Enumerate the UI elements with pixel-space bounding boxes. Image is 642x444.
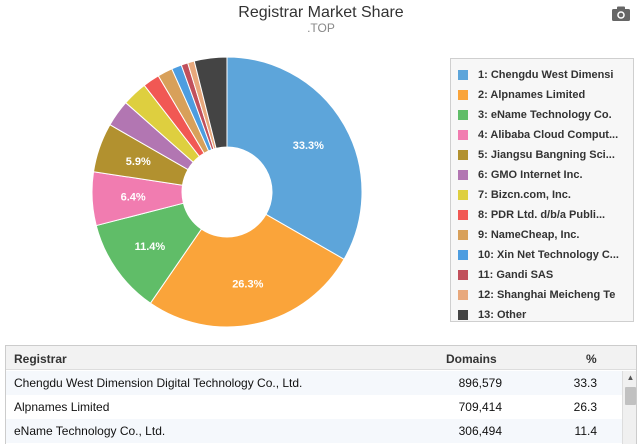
legend-label: 7: Bizcn.com, Inc. [478, 189, 571, 201]
legend-swatch [458, 250, 468, 260]
pie-slice[interactable] [149, 213, 345, 328]
legend-swatch [458, 310, 468, 320]
slice-data-label: 33.3% [293, 140, 324, 152]
legend-label: 2: Alpnames Limited [478, 89, 586, 101]
legend-label: 1: Chengdu West Dimensi [478, 69, 614, 81]
legend-swatch [458, 130, 468, 140]
chart-subtitle: .TOP [307, 21, 335, 35]
legend-swatch [458, 90, 468, 100]
slice-data-label: 11.4% [135, 241, 166, 253]
legend-label: 12: Shanghai Meicheng Te [478, 289, 616, 301]
legend-label: 6: GMO Internet Inc. [478, 169, 583, 181]
legend-item[interactable]: 8: PDR Ltd. d/b/a Publi... [458, 207, 634, 225]
camera-icon[interactable] [612, 6, 630, 21]
legend-swatch [458, 170, 468, 180]
legend-label: 9: NameCheap, Inc. [478, 229, 580, 241]
legend-item[interactable]: 7: Bizcn.com, Inc. [458, 187, 634, 205]
legend-item[interactable]: 13: Other [458, 307, 634, 325]
legend-item[interactable]: 5: Jiangsu Bangning Sci... [458, 147, 634, 165]
cell-registrar: eName Technology Co., Ltd. [14, 424, 166, 438]
header-domains[interactable]: Domains [446, 352, 497, 366]
legend-swatch [458, 270, 468, 280]
legend-label: 10: Xin Net Technology C... [478, 249, 619, 261]
table-row[interactable]: eName Technology Co., Ltd. 306,494 11.4 [6, 419, 622, 443]
table-row[interactable]: Chengdu West Dimension Digital Technolog… [6, 371, 622, 395]
legend-label: 13: Other [478, 309, 527, 321]
slice-data-label: 5.9% [126, 156, 151, 168]
chart-title: Registrar Market Share [238, 4, 404, 21]
legend-item[interactable]: 10: Xin Net Technology C... [458, 247, 634, 265]
slice-data-label: 26.3% [232, 279, 263, 291]
scroll-up-arrow-icon[interactable]: ▲ [626, 373, 635, 382]
legend-item[interactable]: 9: NameCheap, Inc. [458, 227, 634, 245]
legend-swatch [458, 230, 468, 240]
pie-slice[interactable] [193, 56, 228, 149]
table-scrollbar[interactable]: ▲ [622, 371, 636, 444]
cell-domains: 896,579 [458, 376, 502, 390]
legend-swatch [458, 150, 468, 160]
pie-slice[interactable] [226, 56, 363, 260]
cell-percent: 11.4 [574, 424, 597, 438]
legend-swatch [458, 210, 468, 220]
cell-registrar: Chengdu West Dimension Digital Technolog… [14, 376, 303, 390]
legend-item[interactable]: 12: Shanghai Meicheng Te [458, 287, 634, 305]
legend-label: 5: Jiangsu Bangning Sci... [478, 149, 615, 161]
donut-chart: 33.3% 26.3% 11.4% 6.4% 5.9% [91, 56, 363, 328]
legend-item[interactable]: 3: eName Technology Co. [458, 107, 634, 125]
legend-item[interactable]: 6: GMO Internet Inc. [458, 167, 634, 185]
legend-label: 8: PDR Ltd. d/b/a Publi... [478, 209, 606, 221]
legend-swatch [458, 190, 468, 200]
legend-item[interactable]: 11: Gandi SAS [458, 267, 634, 285]
cell-percent: 26.3 [573, 400, 597, 414]
legend-swatch [458, 290, 468, 300]
table-header: Registrar Domains % [6, 346, 636, 370]
cell-domains: 709,414 [458, 400, 502, 414]
chart-legend: 1: Chengdu West Dimensi 2: Alpnames Limit… [450, 58, 634, 322]
legend-swatch [458, 70, 468, 80]
slice-data-label: 6.4% [121, 192, 146, 204]
cell-registrar: Alpnames Limited [14, 400, 110, 414]
legend-item[interactable]: 4: Alibaba Cloud Comput... [458, 127, 634, 145]
cell-domains: 306,494 [458, 424, 502, 438]
registrar-table: Registrar Domains % Chengdu West Dimensi… [5, 345, 637, 444]
legend-label: 11: Gandi SAS [478, 269, 554, 281]
table-row[interactable]: Alpnames Limited 709,414 26.3 [6, 395, 622, 419]
legend-label: 4: Alibaba Cloud Comput... [478, 129, 619, 141]
header-percent[interactable]: % [586, 352, 597, 366]
legend-label: 3: eName Technology Co. [478, 109, 612, 121]
legend-swatch [458, 110, 468, 120]
cell-percent: 33.3 [573, 376, 597, 390]
legend-item[interactable]: 2: Alpnames Limited [458, 87, 634, 105]
legend-item[interactable]: 1: Chengdu West Dimensi [458, 67, 634, 85]
header-registrar[interactable]: Registrar [14, 352, 67, 366]
scroll-thumb[interactable] [625, 387, 636, 405]
